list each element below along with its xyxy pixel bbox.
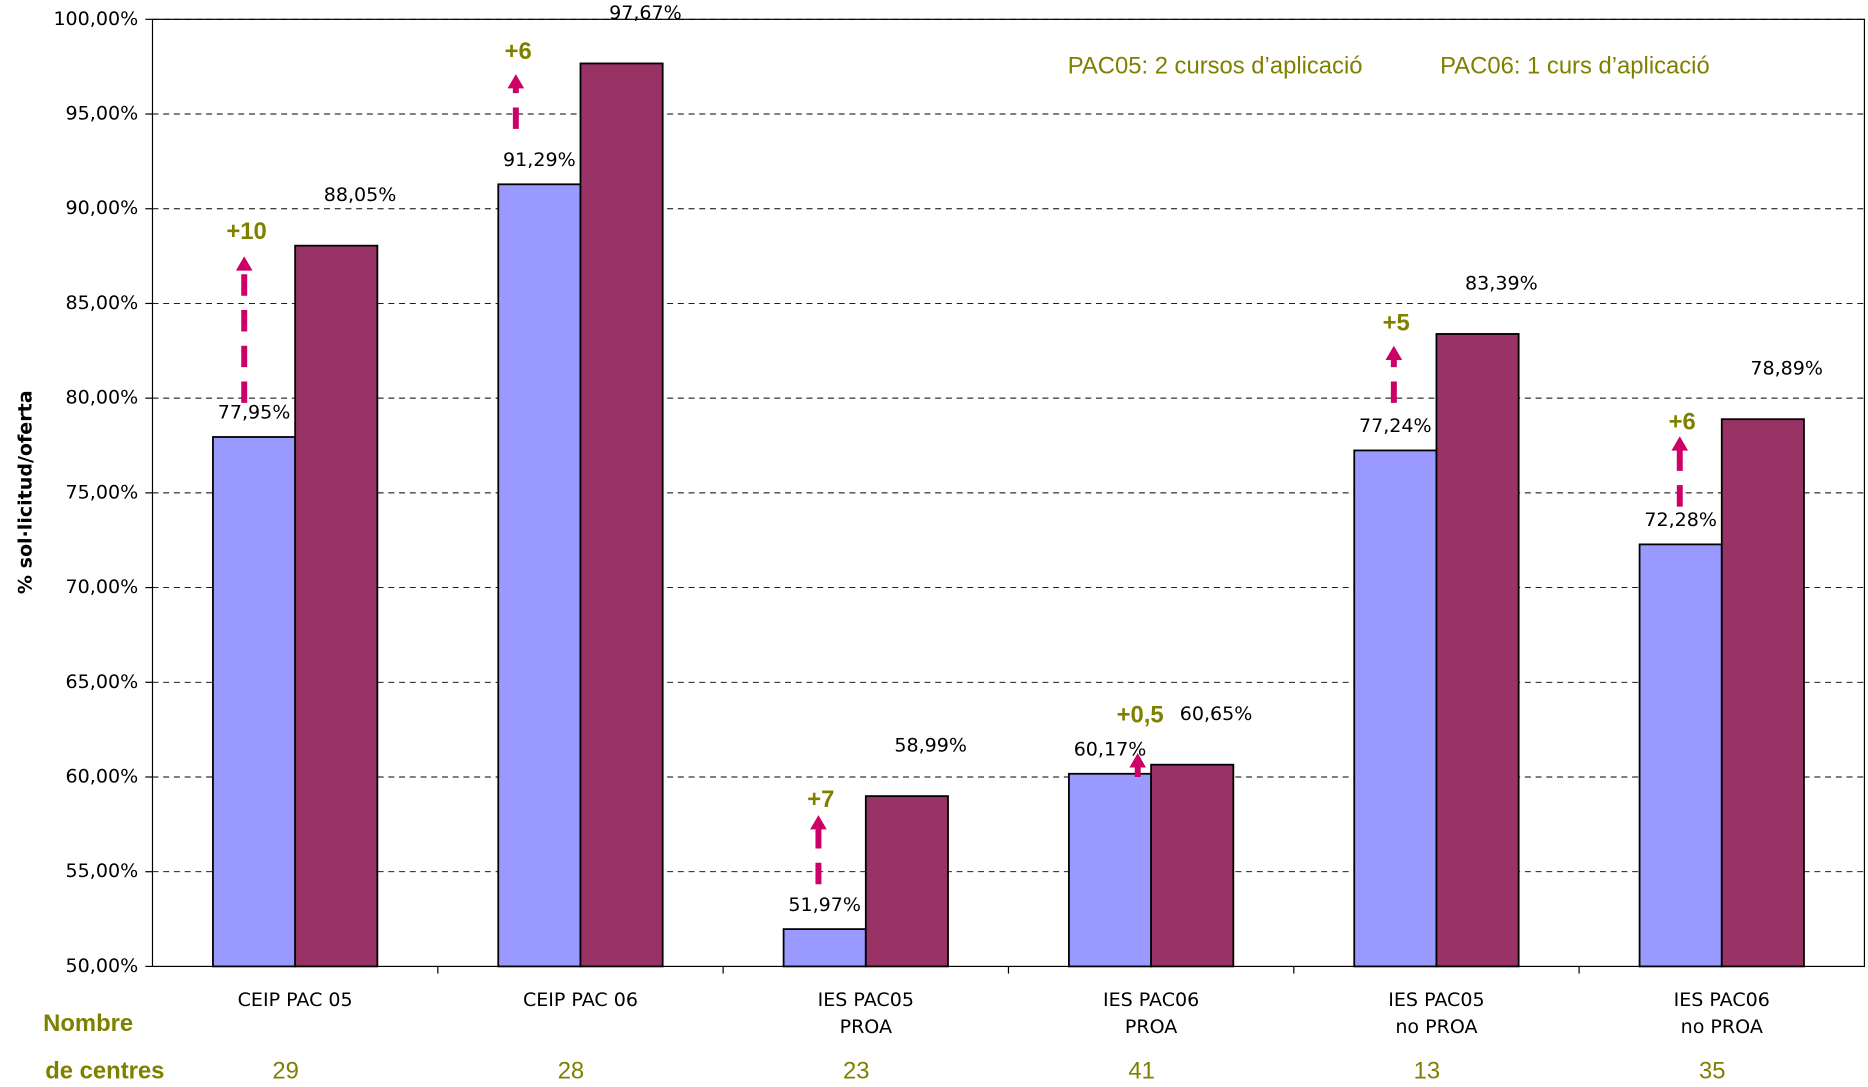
annotation: +6 [1669,408,1696,435]
y-tick-label: 50,00% [66,955,139,977]
bar [1722,419,1804,966]
count: 41 [1128,1058,1155,1085]
value-label: 88,05% [324,184,397,206]
annotation: +7 [807,786,834,813]
x-tick-label: CEIP PAC 06 [523,988,638,1010]
y-tick-label: 60,00% [66,766,139,788]
bar [295,246,377,967]
value-label: 51,97% [788,894,861,916]
value-label: 83,39% [1465,272,1538,294]
value-label: 97,67% [609,2,682,24]
value-label: 58,99% [894,735,967,757]
annotation: +5 [1383,310,1410,337]
count-label: Nombre [43,1010,133,1037]
value-label: 77,24% [1359,415,1432,437]
y-tick-label: 65,00% [66,671,139,693]
bar [1069,774,1151,967]
count: 29 [272,1058,299,1085]
bar [1354,450,1436,966]
y-tick-label: 75,00% [66,481,139,503]
y-tick-label: 90,00% [66,197,139,219]
y-tick-label: 85,00% [66,292,139,314]
x-tick-label: CEIP PAC 05 [238,988,353,1010]
count: 23 [843,1058,870,1085]
annotation: +0,5 [1117,702,1164,729]
bar [213,437,295,966]
bar [1151,765,1233,967]
y-tick-label: 55,00% [66,860,139,882]
bar [1640,544,1722,966]
arrow-head [508,74,525,88]
y-tick-label: 70,00% [66,576,139,598]
bar [580,63,662,966]
note: PAC06: 1 curs d’aplicació [1440,52,1710,79]
value-label: 77,95% [218,402,291,424]
plot-frame [152,19,1864,966]
y-tick-label: 95,00% [66,103,139,125]
page: % sol·licitud/oferta PAC05: 2 cursos d’a… [0,0,1868,1087]
arrow-head [236,256,253,270]
bar [866,796,948,966]
annotation: +6 [505,38,532,65]
count-label: de centres [45,1058,164,1085]
bar [784,929,866,966]
value-label: 91,29% [503,149,576,171]
arrow-head [1386,346,1403,360]
y-tick-label: 80,00% [66,387,139,409]
annotation: +10 [226,218,266,245]
value-label: 78,89% [1750,358,1823,380]
y-tick-label: 100,00% [53,8,138,30]
count: 28 [558,1058,585,1085]
bar [498,184,580,966]
bar [1436,334,1518,966]
note: PAC05: 2 cursos d’aplicació [1068,52,1363,79]
chart: % sol·licitud/oferta PAC05: 2 cursos d’a… [0,0,1868,1087]
arrow-head [810,815,827,829]
value-label: 60,65% [1180,703,1253,725]
count: 35 [1699,1058,1726,1085]
value-label: 72,28% [1644,509,1717,531]
y-axis-label: % sol·licitud/oferta [15,390,37,594]
arrow-head [1671,436,1688,450]
count: 13 [1414,1058,1441,1085]
